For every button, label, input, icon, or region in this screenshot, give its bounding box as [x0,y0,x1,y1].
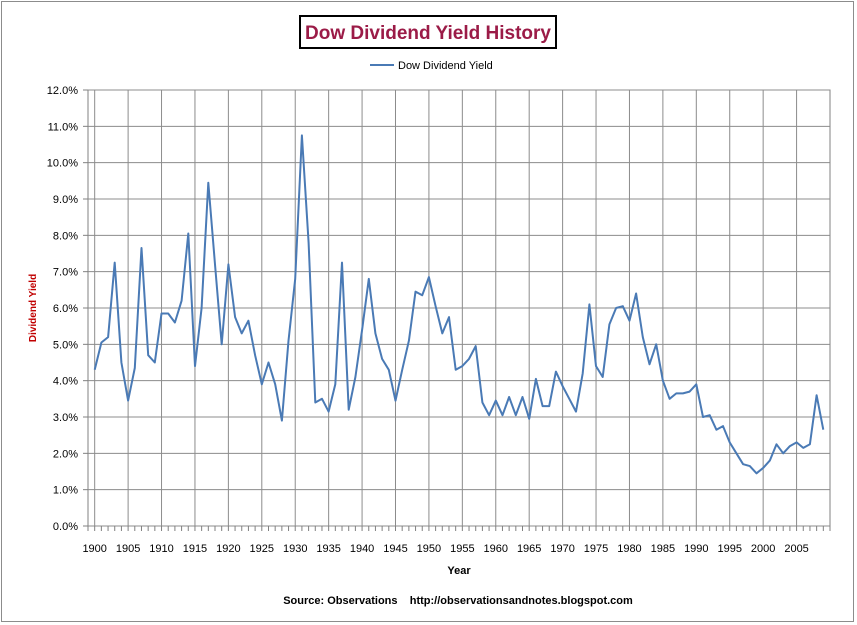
title-box [299,15,557,49]
x-tick-label: 1955 [450,543,474,555]
x-tick-label: 2000 [751,543,775,555]
x-tick-label: 1900 [82,543,106,555]
legend-label: Dow Dividend Yield [398,60,493,72]
series-layer [93,134,825,475]
x-tick-label: 1935 [316,543,340,555]
y-tick-label: 6.0% [53,303,78,315]
y-tick-label: 9.0% [53,194,78,206]
chart-title: Dow Dividend Yield History [305,23,551,44]
y-tick-label: 12.0% [47,85,78,97]
x-tick-label: 1975 [584,543,608,555]
y-tick-label: 8.0% [53,230,78,242]
x-tick-label: 1960 [484,543,508,555]
x-tick-label: 1915 [183,543,207,555]
x-tick-label: 1980 [617,543,641,555]
x-axis-ticks: 1900 1905 1910 1915 1920 1925 1930 1935 1940 1945… [82,526,831,555]
y-tick-label: 4.0% [53,376,78,388]
series-line-dow-dividend-yield [93,134,825,475]
y-tick-label: 7.0% [53,267,78,279]
y-tick-label: 11.0% [48,121,79,133]
y-tick-label: 1.0% [53,485,78,497]
x-tick-label: 1970 [550,543,574,555]
x-tick-label: 1905 [116,543,140,555]
y-axis-title: Dividend Yield [28,274,39,342]
x-tick-label: 1985 [651,543,675,555]
source-note: Source: Observations http://observations… [283,595,633,607]
x-tick-label: 1925 [250,543,274,555]
x-tick-label: 2005 [784,543,808,555]
x-tick-label: 1990 [684,543,708,555]
x-tick-label: 1945 [383,543,407,555]
y-tick-label: 5.0% [53,339,78,351]
y-axis-ticks: 0.0% 1.0% 2.0% 3.0% 4.0% 5.0% 6.0% 7.0% 8.0% 9.0%… [47,85,88,533]
x-tick-label: 1995 [717,543,741,555]
x-tick-label: 1920 [216,543,240,555]
y-tick-label: 10.0% [47,158,78,170]
x-axis-title: Year [447,565,471,577]
x-tick-label: 1940 [350,543,374,555]
y-tick-label: 2.0% [53,448,78,460]
y-tick-label: 0.0% [53,521,78,533]
x-tick-label: 1965 [517,543,541,555]
y-tick-label: 3.0% [53,412,78,424]
x-tick-label: 1950 [417,543,441,555]
x-tick-label: 1930 [283,543,307,555]
x-tick-label: 1910 [149,543,173,555]
